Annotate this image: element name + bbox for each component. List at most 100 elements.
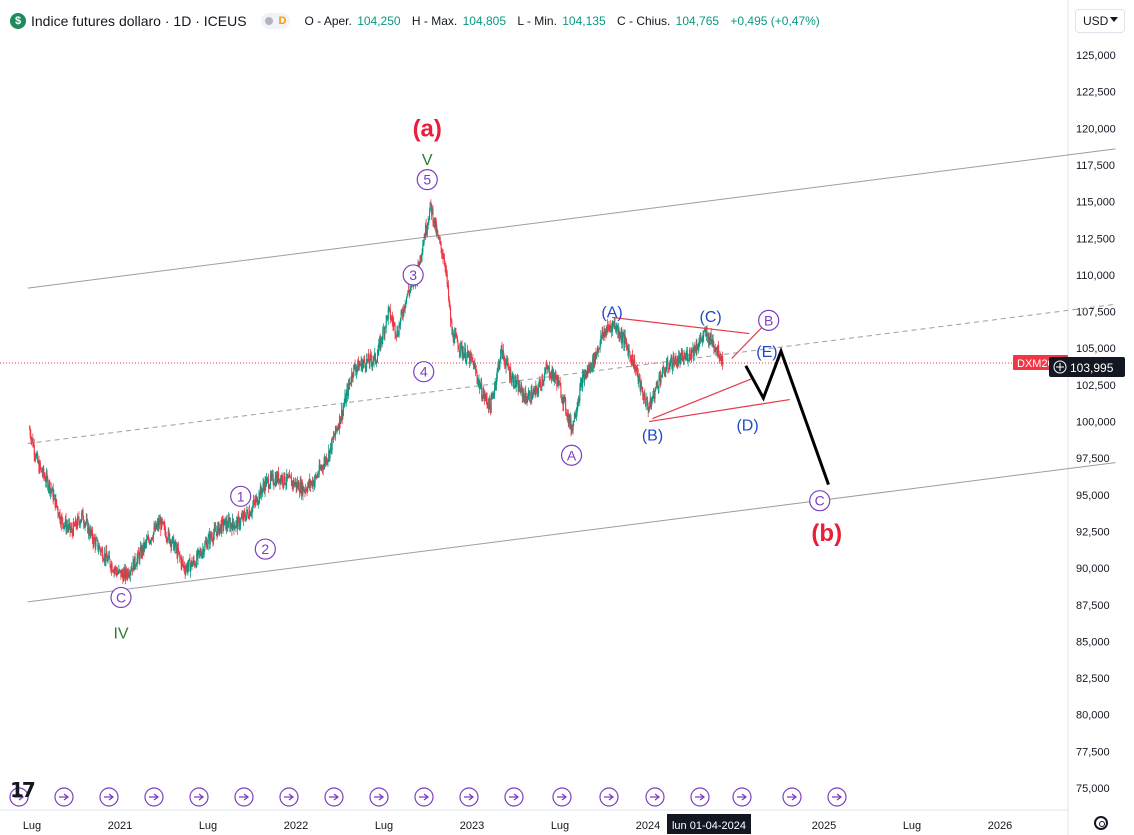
wave-label-5: 5	[423, 172, 431, 188]
candle-body	[308, 481, 310, 486]
candle-body	[75, 519, 77, 527]
candle-body	[243, 512, 245, 514]
candle-body	[512, 376, 515, 386]
price-tick-label: 82,500	[1076, 673, 1110, 685]
event-marker-icon[interactable]	[552, 787, 572, 807]
candle-body	[426, 230, 428, 233]
candle-body	[270, 474, 272, 478]
candle-body	[449, 303, 451, 309]
candle-body	[500, 350, 502, 361]
candle-body	[722, 356, 724, 366]
candle-body	[676, 358, 678, 367]
event-marker-icon[interactable]	[414, 787, 434, 807]
candle-body	[51, 489, 53, 492]
candle-body	[66, 525, 68, 528]
candle-body	[583, 374, 585, 381]
event-marker-icon[interactable]	[645, 787, 665, 807]
candle-body	[718, 344, 720, 358]
candle-body	[644, 394, 646, 403]
price-tick-label: 77,500	[1076, 746, 1110, 758]
currency-selector[interactable]: USD	[1075, 9, 1125, 33]
candle-body	[257, 503, 259, 505]
candle-body	[108, 555, 110, 559]
candle-body	[320, 467, 322, 470]
event-marker-icon[interactable]	[54, 787, 74, 807]
candle-body	[123, 569, 125, 573]
candle-body	[685, 354, 687, 359]
candle-body	[467, 350, 469, 357]
candle-body	[393, 323, 395, 324]
candle-body	[145, 542, 147, 544]
candle-body	[553, 375, 555, 381]
candle-body	[104, 553, 106, 561]
candle-body	[305, 488, 307, 492]
candle-body	[596, 352, 599, 354]
candle-body	[232, 518, 234, 531]
candle-body	[387, 315, 389, 320]
symbol-title[interactable]: Indice futures dollaro · 1D · ICEUS	[31, 13, 247, 29]
event-marker-icon[interactable]	[189, 787, 209, 807]
candle-body	[57, 507, 59, 514]
candle-body	[651, 398, 653, 400]
candle-body	[401, 312, 404, 316]
event-marker-icon[interactable]	[99, 787, 119, 807]
event-marker-icon[interactable]	[459, 787, 479, 807]
candle-body	[106, 550, 108, 558]
event-marker-icon[interactable]	[782, 787, 802, 807]
event-marker-icon[interactable]	[279, 787, 299, 807]
candle-body	[625, 340, 627, 342]
candle-body	[512, 376, 514, 378]
candle-body	[251, 513, 253, 515]
candle-body	[77, 517, 79, 518]
candle-body	[39, 462, 41, 473]
candle-body	[295, 482, 297, 485]
candle-body	[197, 550, 199, 559]
candle-body	[194, 564, 196, 566]
event-marker-icon[interactable]	[732, 787, 752, 807]
candle-body	[216, 531, 218, 537]
candle-body	[663, 371, 666, 376]
candle-body	[431, 208, 433, 215]
candle-body	[584, 374, 586, 378]
candle-body	[107, 558, 109, 562]
candle-body	[716, 348, 718, 350]
candle-body	[267, 478, 270, 489]
candle-body	[280, 477, 282, 484]
event-marker-icon[interactable]	[234, 787, 254, 807]
gear-icon[interactable]	[1094, 816, 1108, 830]
candle-body	[401, 311, 403, 313]
candle-body	[28, 428, 31, 430]
candle-body	[318, 465, 320, 475]
candles-group	[28, 199, 724, 585]
interval-badge[interactable]: D	[260, 13, 291, 29]
candle-body	[454, 333, 456, 344]
candle-body	[630, 356, 632, 358]
candle-body	[389, 307, 391, 309]
candle-body	[587, 368, 589, 372]
candle-body	[266, 478, 268, 480]
event-marker-icon[interactable]	[9, 787, 29, 807]
event-marker-icon[interactable]	[827, 787, 847, 807]
event-marker-icon[interactable]	[324, 787, 344, 807]
candle-body	[299, 482, 301, 493]
candle-body	[245, 515, 247, 521]
candle-body	[551, 371, 553, 379]
candle-body	[609, 326, 611, 329]
event-marker-icon[interactable]	[504, 787, 524, 807]
candle-body	[330, 443, 332, 451]
candle-body	[329, 448, 331, 458]
candle-body	[101, 549, 103, 551]
candle-body	[646, 397, 648, 400]
candle-body	[154, 523, 156, 531]
candle-body	[356, 366, 358, 370]
event-marker-icon[interactable]	[369, 787, 389, 807]
current-price-value: 103,995	[1070, 361, 1114, 375]
event-marker-icon[interactable]	[599, 787, 619, 807]
candle-body	[98, 546, 100, 549]
candle-body	[661, 367, 664, 378]
candle-body	[184, 570, 186, 573]
candle-body	[211, 537, 213, 541]
event-marker-icon[interactable]	[144, 787, 164, 807]
event-marker-icon[interactable]	[690, 787, 710, 807]
